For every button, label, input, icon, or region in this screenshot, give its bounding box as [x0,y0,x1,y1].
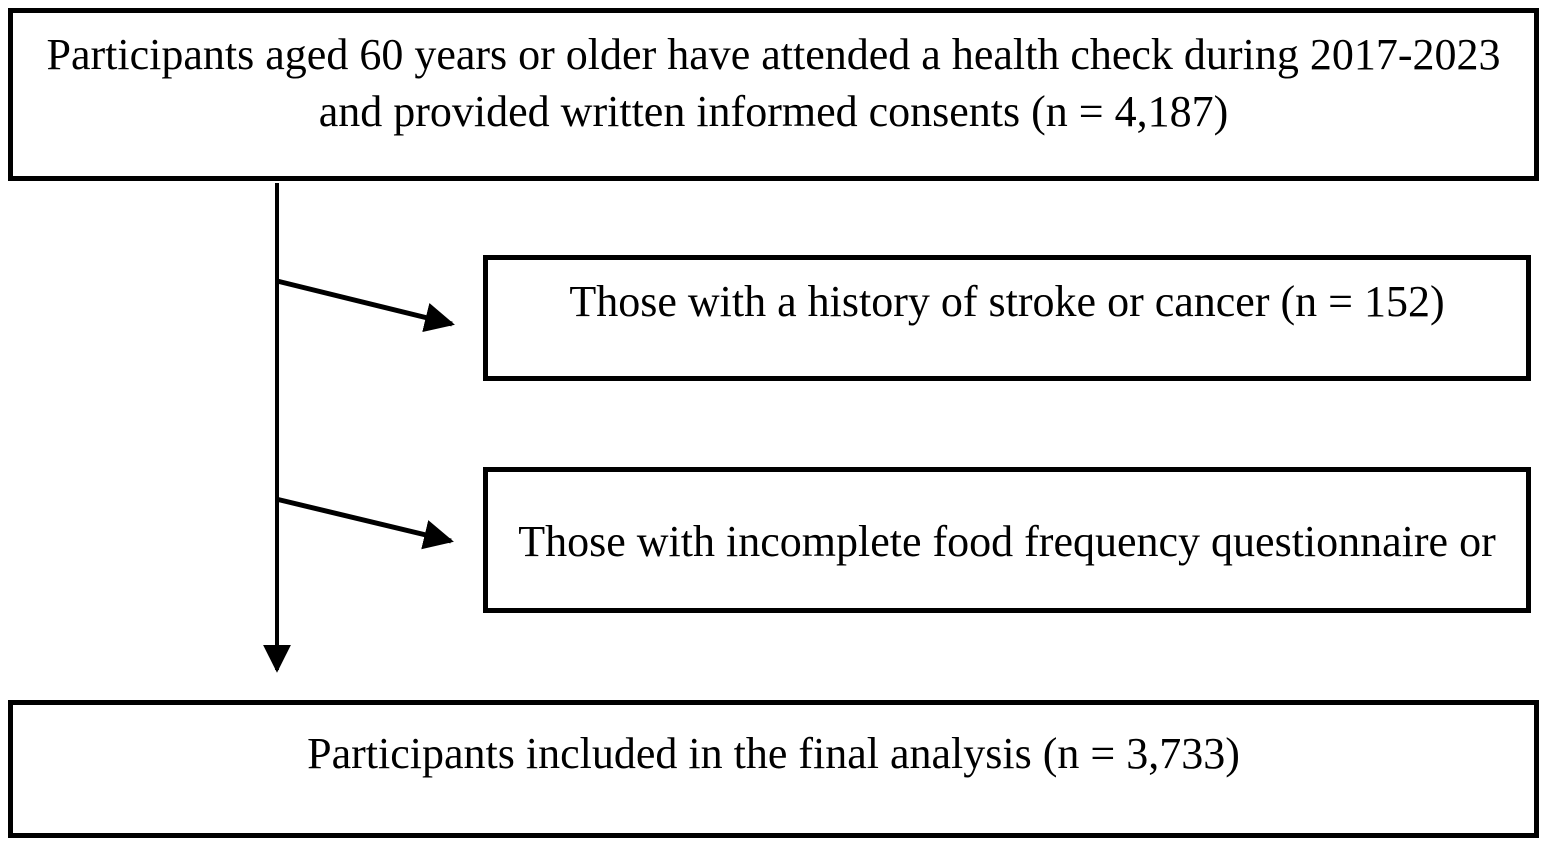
exclusion-1-text: Those with a history of stroke or cancer… [569,277,1445,326]
exclusion-2-text: Those with incomplete food frequency que… [518,517,1496,566]
enrollment-text-line-2: and provided written informed consents (… [318,86,1229,136]
exclusion-arrow-2 [275,496,454,550]
exclusion-box-stroke-cancer: Those with a history of stroke or cancer… [483,255,1531,381]
enrollment-text-line-1: Participants aged 60 years or older have… [46,29,1501,79]
enrollment-box: Participants aged 60 years or older have… [8,8,1539,181]
exclusion-arrow-1 [276,278,455,333]
exclusion-box-incomplete-ffq: Those with incomplete food frequency que… [483,467,1531,613]
final-analysis-box: Participants included in the final analy… [8,700,1539,838]
final-analysis-text: Participants included in the final analy… [307,728,1240,778]
